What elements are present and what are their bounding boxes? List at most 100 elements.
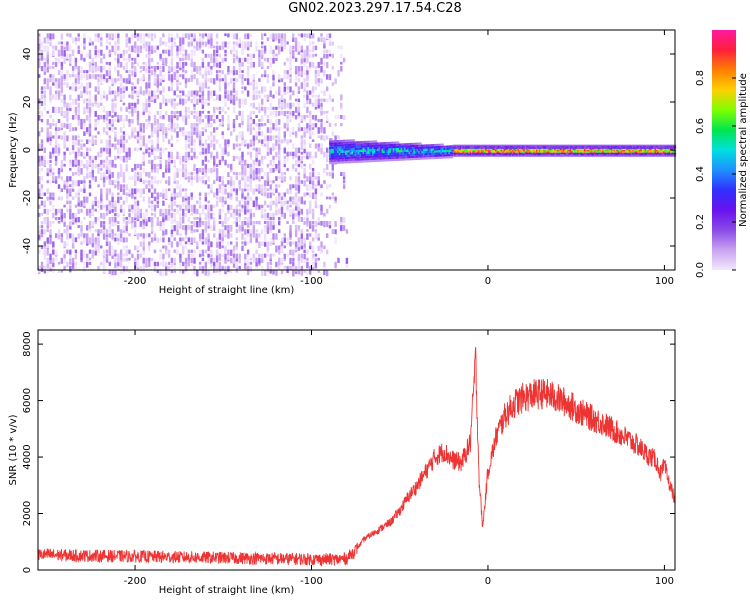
heatmap-cell: [340, 94, 343, 101]
heatmap-cell: [83, 45, 86, 50]
heatmap-cell: [548, 152, 551, 154]
heatmap-cell: [88, 184, 92, 189]
heatmap-cell: [201, 102, 205, 109]
heatmap-cell: [148, 204, 151, 208]
heatmap-cell: [266, 57, 270, 63]
heatmap-cell: [472, 154, 475, 156]
heatmap-cell: [533, 154, 535, 156]
heatmap-cell: [514, 152, 517, 154]
heatmap-cell: [80, 82, 83, 89]
heatmap-cell: [516, 150, 518, 152]
heatmap-cell: [258, 241, 261, 248]
heatmap-cell: [111, 33, 114, 38]
heatmap-cell: [306, 33, 309, 39]
heatmap-cell: [167, 119, 171, 122]
heatmap-cell: [213, 135, 216, 142]
heatmap-cell: [244, 78, 247, 81]
heatmap-cell: [184, 225, 188, 231]
heatmap-cell: [255, 159, 258, 166]
heatmap-cell: [213, 155, 216, 162]
heatmap-cell: [255, 196, 258, 201]
heatmap-cell: [414, 144, 417, 148]
heatmap-cell: [275, 233, 278, 239]
heatmap-cell: [416, 155, 419, 158]
heatmap-cell: [150, 147, 154, 152]
heatmap-cell: [63, 131, 66, 137]
heatmap-cell: [341, 141, 344, 145]
heatmap-cell: [533, 146, 535, 148]
heatmap-cell: [275, 57, 278, 62]
heatmap-cell: [145, 45, 148, 52]
heatmap-cell: [586, 155, 589, 157]
heatmap-cell: [255, 184, 258, 189]
heatmap-cell: [60, 90, 63, 97]
heatmap-cell: [100, 261, 103, 266]
heatmap-cell: [454, 151, 456, 153]
heatmap-cell: [528, 148, 531, 151]
heatmap-cell: [504, 148, 507, 151]
heatmap-cell: [173, 196, 176, 200]
heatmap-cell: [280, 139, 284, 144]
heatmap-cell: [131, 188, 134, 195]
heatmap-cell: [49, 151, 52, 156]
heatmap-cell: [555, 150, 558, 152]
heatmap-cell: [77, 86, 80, 90]
heatmap-cell: [69, 123, 72, 128]
heatmap-cell: [323, 110, 326, 115]
heatmap-cell: [294, 192, 298, 197]
heatmap-cell: [571, 146, 573, 148]
heatmap-cell: [349, 158, 352, 161]
heatmap-cell: [269, 168, 272, 174]
heatmap-cell: [280, 241, 284, 247]
heatmap-cell: [71, 37, 75, 43]
heatmap-cell: [128, 204, 131, 209]
heatmap-cell: [71, 257, 75, 264]
heatmap-cell: [198, 196, 202, 201]
heatmap-cell: [468, 154, 470, 156]
heatmap-cell: [232, 53, 236, 58]
heatmap-cell: [114, 57, 117, 62]
heatmap-cell: [465, 147, 468, 149]
heatmap-cell: [162, 66, 165, 73]
heatmap-cell: [585, 155, 588, 157]
heatmap-cell: [134, 245, 137, 251]
heatmap-cell: [283, 237, 286, 243]
heatmap-cell: [365, 151, 368, 154]
heatmap-cell: [598, 155, 600, 157]
heatmap-cell: [280, 102, 284, 108]
heatmap-cell: [536, 152, 538, 154]
heatmap-cell: [269, 110, 272, 117]
heatmap-cell: [289, 70, 292, 74]
heatmap-cell: [538, 144, 541, 147]
heatmap-cell: [108, 159, 111, 165]
heatmap-cell: [49, 98, 52, 104]
heatmap-cell: [283, 172, 286, 175]
heatmap-cell: [512, 150, 514, 152]
heatmap-cell: [272, 221, 275, 226]
heatmap-cell: [114, 102, 117, 108]
heatmap-cell: [516, 151, 518, 153]
heatmap-cell: [354, 156, 357, 159]
heatmap-cell: [145, 66, 148, 72]
heatmap-cell: [297, 253, 301, 259]
heatmap-cell: [490, 147, 493, 149]
heatmap-cell: [283, 37, 286, 43]
heatmap-cell: [128, 147, 131, 154]
heatmap-cell: [232, 94, 236, 101]
heatmap-cell: [589, 150, 592, 152]
heatmap-cell: [210, 139, 213, 146]
heatmap-cell: [497, 154, 500, 156]
heatmap-cell: [478, 155, 480, 157]
heatmap-cell: [128, 188, 131, 194]
heatmap-cell: [150, 66, 154, 69]
heatmap-cell: [128, 192, 131, 197]
heatmap-cell: [94, 159, 97, 163]
heatmap-cell: [424, 157, 427, 160]
heatmap-cell: [122, 208, 126, 215]
heatmap-cell: [311, 208, 315, 214]
heatmap-cell: [215, 188, 219, 195]
heatmap-cell: [340, 155, 343, 158]
heatmap-cell: [88, 53, 92, 59]
heatmap-cell: [521, 148, 524, 151]
heatmap-cell: [504, 144, 507, 147]
